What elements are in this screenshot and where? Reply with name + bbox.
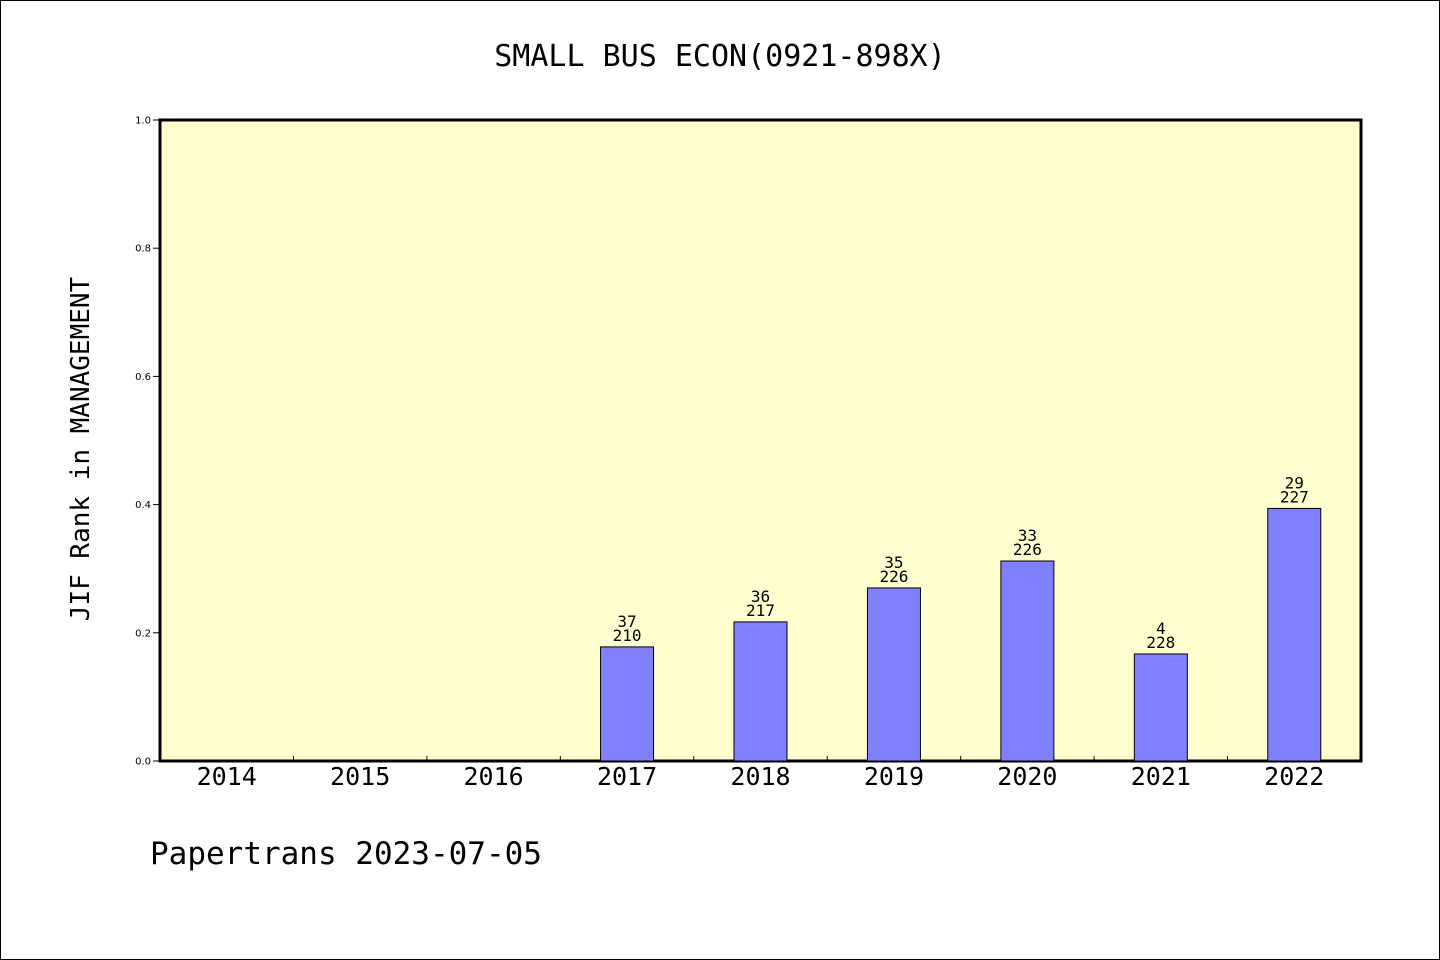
bar-2021 (1133, 653, 1188, 762)
chart-title: SMALL BUS ECON(0921-898X) (494, 39, 946, 74)
bar-label-rank: 4 (1156, 619, 1166, 638)
y-tick-label: 0.6 (135, 372, 151, 383)
bar-label-total: 217 (746, 601, 775, 620)
bar-label-rank: 35 (884, 553, 903, 572)
bar-2017 (600, 646, 655, 762)
x-tick-label: 2015 (330, 762, 390, 791)
x-tick-label: 2019 (864, 762, 924, 791)
bar-label-rank: 37 (617, 612, 636, 631)
y-tick-label: 0.4 (135, 500, 151, 511)
bar-2019 (866, 587, 921, 762)
bar-label-rank: 33 (1018, 526, 1037, 545)
bar-label-rank: 29 (1285, 473, 1304, 492)
bar-label-rank: 36 (751, 587, 770, 606)
bar-label-total: 226 (1013, 540, 1042, 559)
footer-credit: Papertrans 2023-07-05 (150, 836, 542, 872)
bar-label-total: 226 (879, 567, 908, 586)
x-tick-label: 2022 (1264, 762, 1324, 791)
bar-label-total: 210 (613, 626, 642, 645)
x-axis: 2014 2015 2016 2017 2018 2019 2020 2021 2022 (197, 756, 1324, 791)
x-tick-label: 2017 (597, 762, 657, 791)
y-axis-label: JIF Rank in MANAGEMENT (66, 276, 96, 621)
bar-2018 (733, 621, 788, 762)
x-tick-label: 2016 (464, 762, 524, 791)
y-axis: 0.0 0.2 0.4 0.6 0.8 1.0 (135, 116, 160, 768)
bar-label-total: 228 (1146, 633, 1175, 652)
x-tick-label: 2018 (730, 762, 790, 791)
bar-2020 (1000, 560, 1055, 762)
y-tick-label: 0.2 (135, 628, 151, 639)
x-tick-label: 2020 (997, 762, 1057, 791)
bar-label-total: 227 (1280, 487, 1309, 506)
y-tick-label: 0.0 (135, 757, 151, 768)
x-tick-label: 2014 (197, 762, 257, 791)
y-tick-label: 0.8 (135, 244, 151, 255)
x-tick-label: 2021 (1131, 762, 1191, 791)
y-tick-label: 1.0 (135, 116, 151, 127)
bar-2022 (1267, 507, 1322, 762)
